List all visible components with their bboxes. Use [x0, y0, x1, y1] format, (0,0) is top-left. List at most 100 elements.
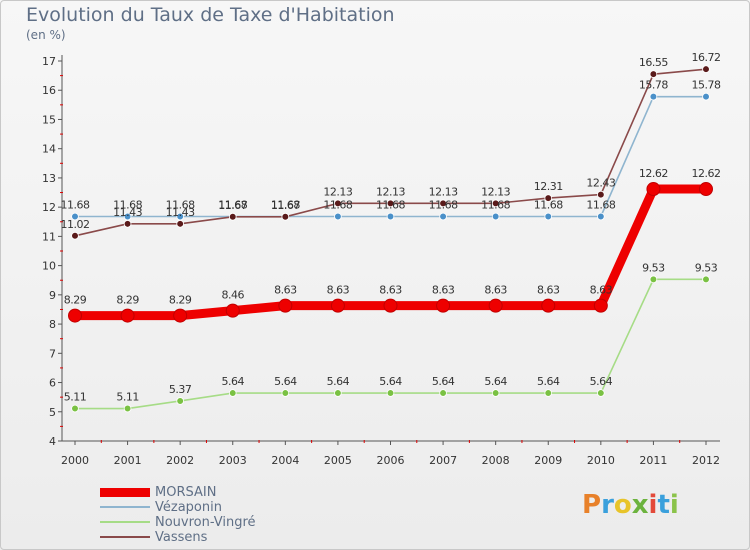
legend-swatch: [100, 536, 150, 538]
point-marker: [386, 199, 395, 208]
point-marker: [646, 182, 661, 197]
chart-title: Evolution du Taux de Taxe d'Habitation: [26, 4, 395, 26]
x-tick-label: 2006: [377, 454, 405, 467]
data-label: 8.63: [590, 284, 613, 297]
data-label: 12.13: [429, 185, 458, 198]
series-lines: [70, 68, 711, 410]
point-marker: [649, 92, 658, 101]
logo-letter: P: [582, 490, 602, 520]
data-label: 8.63: [537, 284, 560, 297]
point-marker: [176, 220, 184, 228]
legend: MORSAIN Vézaponin Nouvron-Vingré Vassens: [100, 485, 360, 545]
point-marker: [228, 213, 237, 221]
point-marker: [228, 389, 237, 397]
point-marker: [123, 404, 132, 413]
data-label: 11.68: [376, 199, 405, 212]
data-label: 11.68: [271, 199, 300, 212]
logo-letter: x: [631, 490, 649, 520]
data-label: 11.68: [323, 199, 352, 212]
legend-item: MORSAIN: [100, 485, 360, 500]
x-tick-label: 2003: [219, 454, 247, 467]
logo-letter: o: [613, 490, 632, 520]
data-label: 11.67: [271, 199, 300, 212]
point-marker: [176, 397, 184, 405]
point-marker: [541, 298, 556, 313]
x-tick-label: 2007: [429, 454, 457, 467]
point-marker: [544, 212, 553, 221]
legend-swatch: [100, 488, 150, 497]
data-label: 12.13: [481, 185, 510, 198]
y-tick-label: 14: [42, 143, 56, 156]
x-tick-label: 2000: [61, 454, 89, 467]
point-marker: [699, 182, 713, 197]
data-label: 8.63: [484, 284, 507, 297]
data-label: 11.43: [113, 206, 142, 219]
y-tick-label: 17: [42, 55, 56, 68]
data-label: 8.63: [379, 284, 402, 297]
y-tick-label: 8: [49, 318, 56, 331]
legend-label: Vézaponin: [155, 500, 222, 515]
point-marker: [593, 298, 608, 313]
point-marker: [71, 232, 79, 240]
data-label: 16.72: [692, 51, 721, 64]
point-marker: [386, 212, 395, 221]
logo-letter: i: [648, 490, 658, 520]
legend-swatch: [100, 506, 150, 508]
point-marker: [123, 212, 132, 221]
data-label: 15.78: [692, 79, 721, 92]
data-label: 11.68: [534, 199, 563, 212]
point-marker: [597, 389, 605, 397]
series-markers: [68, 65, 713, 413]
y-tick-label: 10: [42, 260, 56, 273]
point-marker: [436, 298, 451, 313]
x-tick-label: 2010: [587, 454, 615, 467]
data-label: 11.02: [61, 218, 90, 231]
point-marker: [334, 389, 342, 397]
point-marker: [702, 65, 710, 73]
x-tick-label: 2011: [639, 454, 667, 467]
data-label: 12.13: [376, 185, 405, 198]
data-label: 5.64: [537, 375, 560, 388]
point-marker: [491, 212, 500, 221]
data-label: 5.37: [169, 383, 192, 396]
y-tick-label: 16: [42, 84, 56, 97]
data-label: 11.68: [113, 199, 142, 212]
data-label: 5.64: [432, 375, 455, 388]
data-label: 12.62: [639, 167, 668, 180]
data-label: 9.53: [695, 261, 718, 274]
legend-label: Nouvron-Vingré: [155, 515, 256, 530]
y-tick-label: 5: [49, 406, 56, 419]
data-label: 15.78: [639, 79, 668, 92]
data-label: 8.46: [222, 289, 245, 302]
logo-letter: r: [601, 490, 614, 520]
data-label: 12.62: [692, 167, 721, 180]
x-tick-label: 2005: [324, 454, 352, 467]
data-label: 11.68: [481, 199, 510, 212]
y-tick-label: 12: [42, 201, 56, 214]
x-tick-label: 2008: [482, 454, 510, 467]
y-tick-label: 11: [42, 230, 56, 243]
x-tick-label: 2004: [271, 454, 299, 467]
y-tick-label: 13: [42, 172, 56, 185]
data-label: 5.64: [590, 375, 613, 388]
data-label: 16.55: [639, 56, 668, 69]
data-label: 5.64: [484, 375, 507, 388]
data-label: 8.29: [64, 294, 87, 307]
logo-letter: i: [669, 490, 679, 520]
point-marker: [383, 298, 398, 313]
legend-item: Vassens: [100, 530, 360, 545]
point-marker: [439, 212, 447, 221]
point-marker: [488, 298, 503, 313]
legend-item: Nouvron-Vingré: [100, 515, 360, 530]
data-label: 5.64: [327, 375, 350, 388]
data-label: 12.13: [323, 185, 352, 198]
data-label: 11.67: [218, 199, 247, 212]
legend-item: Vézaponin: [100, 500, 360, 515]
point-marker: [491, 199, 500, 208]
data-label: 9.53: [642, 261, 665, 274]
point-marker: [173, 308, 188, 323]
y-tick-label: 7: [49, 347, 56, 360]
data-label: 8.63: [327, 284, 350, 297]
chart-subtitle: (en %): [26, 28, 66, 42]
point-marker: [386, 389, 395, 397]
